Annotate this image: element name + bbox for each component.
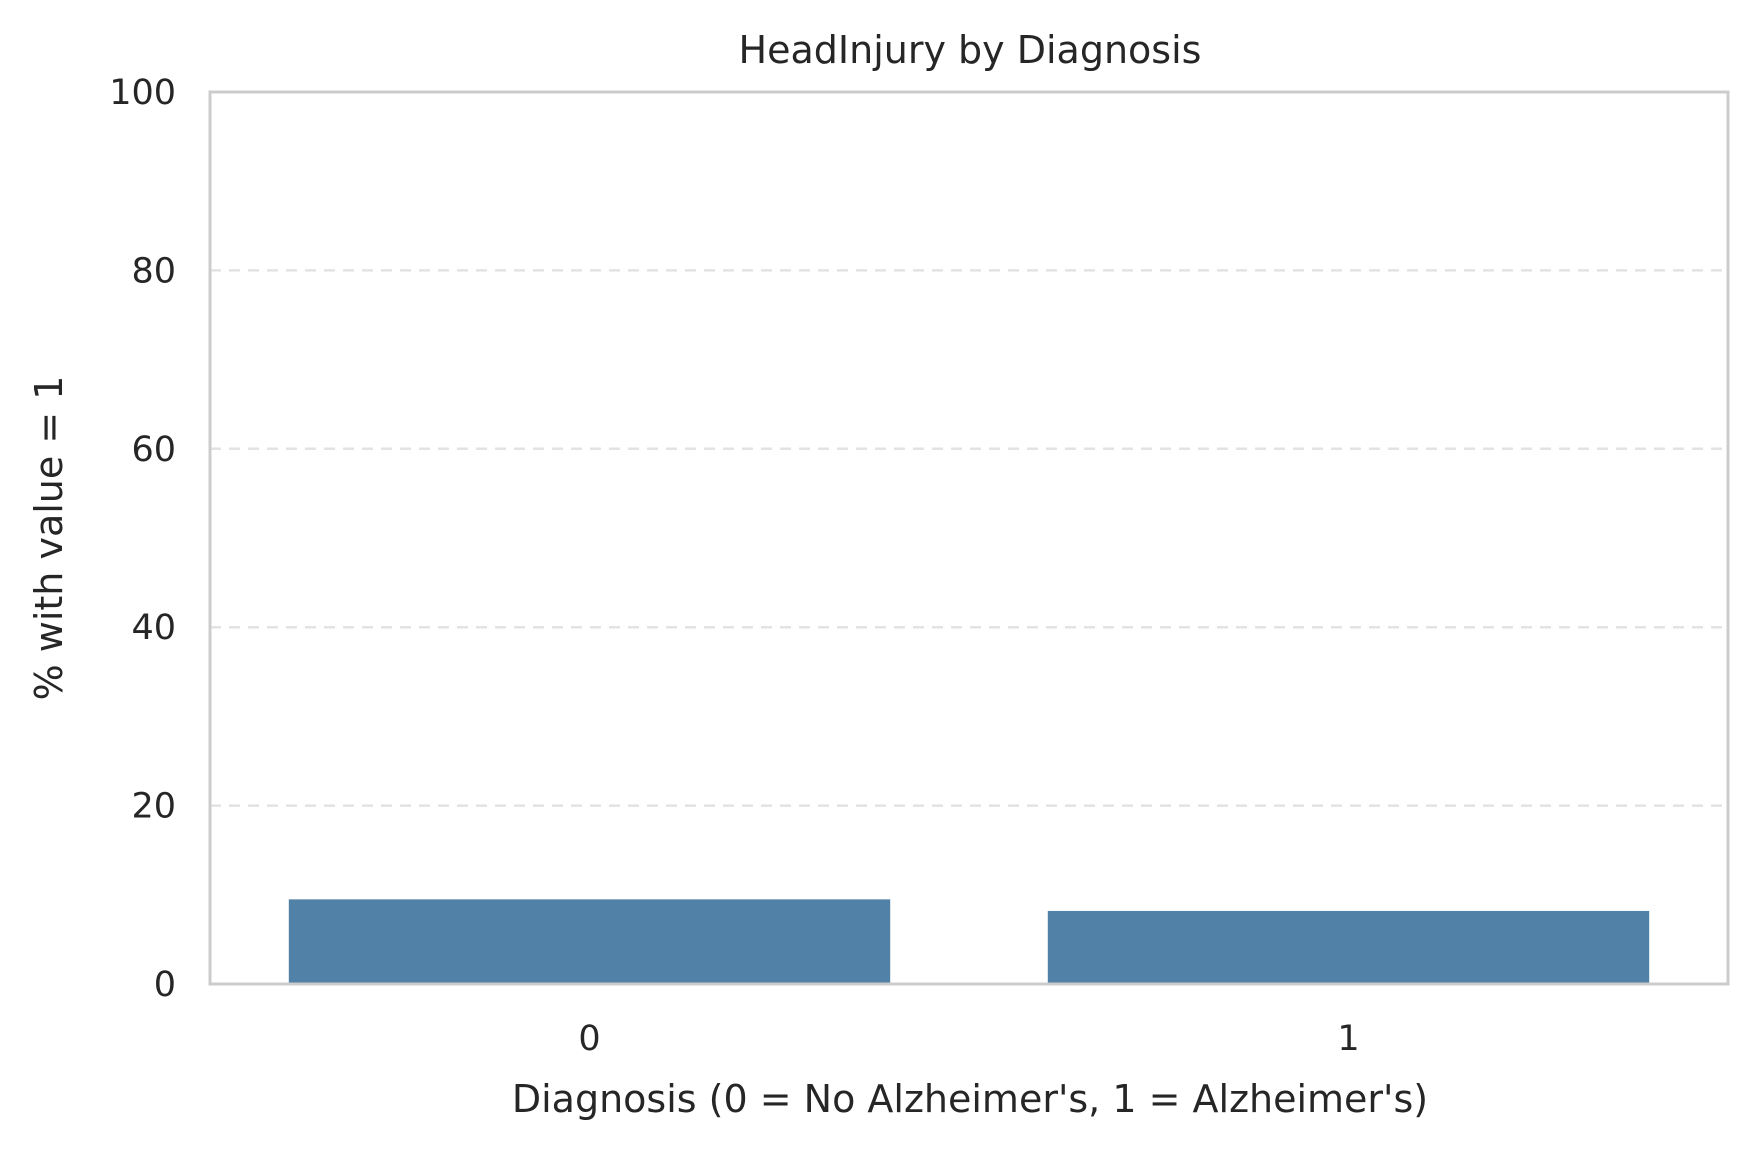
y-tick-label: 40 bbox=[131, 608, 176, 648]
y-tick-label: 20 bbox=[131, 787, 176, 827]
y-tick-label: 80 bbox=[131, 251, 176, 291]
x-tick-label: 1 bbox=[1337, 1019, 1359, 1059]
bars bbox=[286, 897, 1652, 985]
plot-frame bbox=[208, 90, 1730, 986]
bar-0 bbox=[286, 897, 893, 985]
x-axis-label: Diagnosis (0 = No Alzheimer's, 1 = Alzhe… bbox=[512, 1077, 1428, 1121]
y-tick-label: 60 bbox=[131, 430, 176, 470]
chart-title: HeadInjury by Diagnosis bbox=[739, 28, 1202, 72]
y-tick-labels: 0 20 40 60 80 100 bbox=[109, 73, 176, 1005]
bar-1 bbox=[1045, 908, 1652, 985]
y-tick-label: 100 bbox=[109, 73, 176, 113]
y-axis-label: % with value = 1 bbox=[27, 376, 71, 701]
y-tick-label: 0 bbox=[154, 965, 176, 1005]
gridlines bbox=[210, 269, 1728, 807]
x-tick-label: 0 bbox=[578, 1019, 600, 1059]
